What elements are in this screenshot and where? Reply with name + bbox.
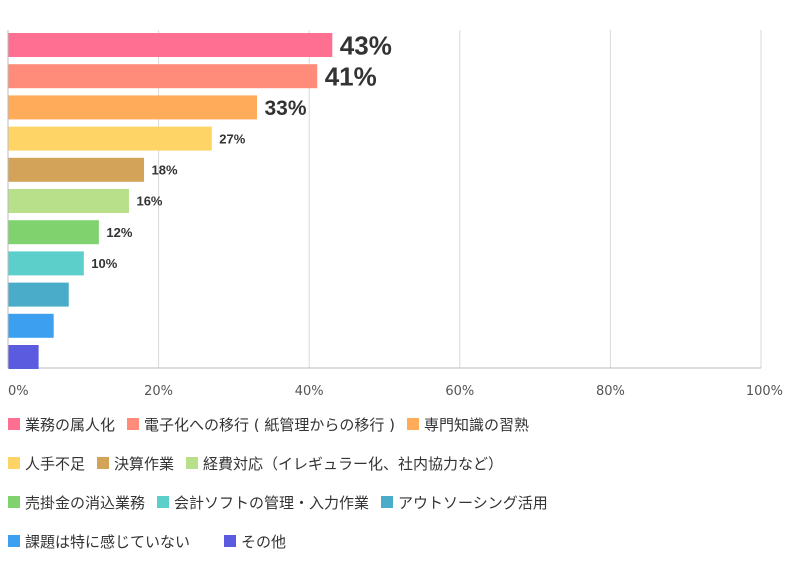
legend-row: 課題は特に感じていない その他: [8, 531, 788, 551]
bar-10: [8, 313, 54, 338]
bar-9: [8, 282, 69, 307]
legend-label: 専門知識の習熟: [424, 415, 530, 434]
bar-value-label: 16%: [136, 194, 162, 209]
bar-value-label: 18%: [152, 162, 178, 177]
legend-label: 業務の属人化: [25, 415, 116, 434]
legend-label: 電子化への移行 ( 紙管理からの移行 ): [144, 415, 396, 434]
legend-item: アウトソーシング活用: [381, 492, 548, 513]
bar-7: [8, 220, 99, 245]
x-tick-label: 40%: [295, 384, 324, 399]
legend-swatch: [407, 418, 420, 430]
bar-5: [8, 157, 145, 182]
legend-swatch: [127, 418, 140, 430]
legend-item: 課題は特に感じていない: [8, 531, 190, 552]
legend-label: 経費対応（イレギュラー化、社内協力など）: [203, 454, 504, 473]
legend-label: アウトソーシング活用: [398, 493, 548, 512]
legend-swatch: [8, 535, 20, 547]
legend-swatch: [186, 457, 199, 469]
x-tick-label: 100%: [746, 384, 783, 399]
legend-item: 経費対応（イレギュラー化、社内協力など）: [186, 453, 503, 474]
legend-item: 業務の属人化: [8, 414, 115, 435]
bar-4: [8, 126, 212, 151]
legend-swatch: [8, 418, 20, 430]
legend-row: 売掛金の消込業務 会計ソフトの管理・入力作業 アウトソーシング活用: [8, 492, 788, 512]
chart-legend: 業務の属人化 電子化への移行 ( 紙管理からの移行 ) 専門知識の習熟人手不足 決算作…: [8, 414, 788, 570]
bar-value-label: 43%: [340, 30, 392, 60]
legend-swatch: [8, 496, 20, 508]
bar-value-label: 10%: [91, 256, 117, 271]
legend-label: 売掛金の消込業務: [25, 493, 146, 512]
legend-swatch: [381, 496, 394, 508]
legend-swatch: [8, 457, 20, 469]
legend-item: 電子化への移行 ( 紙管理からの移行 ): [127, 414, 395, 435]
legend-label: 会計ソフトの管理・入力作業: [174, 493, 370, 512]
legend-label: 決算作業: [114, 454, 175, 473]
legend-item: 専門知識の習熟: [407, 414, 529, 435]
legend-label: その他: [241, 532, 287, 551]
legend-swatch: [97, 457, 110, 469]
bar-value-label: 33%: [264, 97, 306, 120]
legend-label: 課題は特に感じていない: [25, 532, 191, 551]
legend-swatch: [157, 496, 170, 508]
legend-item: 会計ソフトの管理・入力作業: [157, 492, 369, 513]
x-tick-label: 80%: [596, 384, 625, 399]
bar-value-label: 27%: [219, 131, 245, 146]
bar-chart: 0% 20% 40% 60% 80% 100% 43%41% 33% 27% 18% 16% 12% 1…: [7, 30, 783, 399]
x-tick-label: 0%: [8, 384, 29, 399]
legend-item: 決算作業: [97, 453, 174, 474]
legend-row: 人手不足 決算作業 経費対応（イレギュラー化、社内協力など）: [8, 453, 788, 473]
bar-11: [8, 345, 39, 369]
bar-6: [8, 189, 129, 213]
legend-item: その他: [224, 531, 286, 552]
bar-value-label: 41%: [325, 62, 377, 92]
legend-item: 人手不足: [8, 453, 85, 474]
x-tick-label: 20%: [144, 384, 173, 399]
bar-3: [8, 95, 257, 120]
legend-item: 売掛金の消込業務: [8, 492, 145, 513]
bar-value-label: 12%: [106, 225, 132, 240]
bar-8: [8, 251, 84, 276]
bar-1: [8, 33, 333, 57]
bar-2: [8, 64, 318, 89]
legend-swatch: [224, 535, 237, 547]
x-tick-label: 60%: [445, 384, 474, 399]
legend-row: 業務の属人化 電子化への移行 ( 紙管理からの移行 ) 専門知識の習熟: [8, 414, 788, 434]
legend-label: 人手不足: [25, 454, 86, 473]
